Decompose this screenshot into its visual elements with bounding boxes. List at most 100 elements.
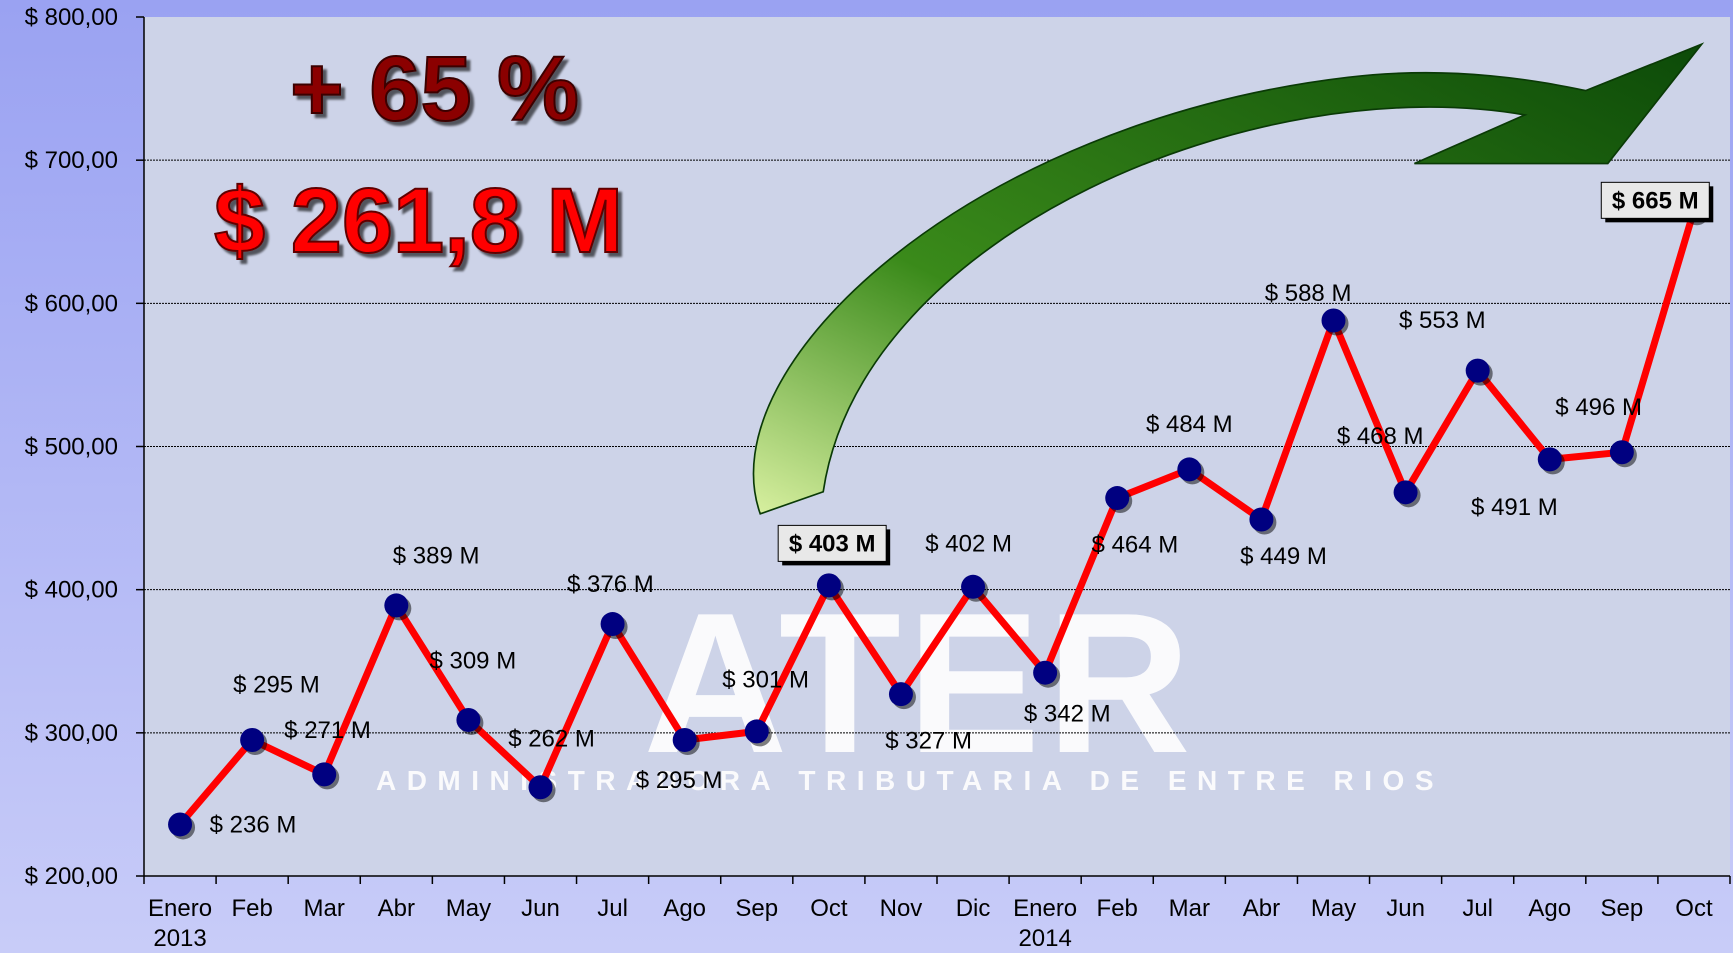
data-label: $ 376 M bbox=[567, 571, 654, 598]
data-label: $ 389 M bbox=[393, 543, 480, 570]
y-tick-label: $ 800,00 bbox=[25, 4, 118, 31]
annotation-percent: + 65 % bbox=[290, 38, 579, 140]
x-tick-label: Ago bbox=[663, 895, 706, 922]
marker bbox=[384, 593, 409, 618]
x-tick-label: May bbox=[446, 895, 491, 922]
y-tick-label: $ 500,00 bbox=[25, 434, 118, 461]
x-tick-label: May bbox=[1311, 895, 1356, 922]
x-tick-label-line: Jun bbox=[521, 895, 560, 922]
x-tick-label: Mar bbox=[1169, 895, 1210, 922]
x-tick-label-line: Enero bbox=[1013, 895, 1077, 922]
x-tick-label-line: Abr bbox=[378, 895, 415, 922]
data-label: $ 342 M bbox=[1024, 701, 1111, 728]
x-tick-label: Jul bbox=[597, 895, 628, 922]
label-box bbox=[777, 524, 887, 562]
data-label: $ 236 M bbox=[210, 811, 297, 838]
marker bbox=[961, 574, 986, 599]
data-label: $ 309 M bbox=[429, 647, 516, 674]
data-label: $ 468 M bbox=[1337, 423, 1424, 450]
x-tick-label-line: Oct bbox=[810, 895, 848, 922]
marker bbox=[312, 762, 337, 787]
watermark-logo: ATER bbox=[643, 572, 1197, 795]
y-tick-label: $ 600,00 bbox=[25, 290, 118, 317]
x-tick-label: Dic bbox=[956, 895, 991, 922]
x-tick-label: Nov bbox=[880, 895, 923, 922]
data-label: $ 295 M bbox=[636, 767, 723, 794]
x-tick-label-line: Jul bbox=[1462, 895, 1493, 922]
marker bbox=[1105, 486, 1130, 511]
marker bbox=[456, 707, 481, 732]
x-tick-label-line: Jun bbox=[1386, 895, 1425, 922]
x-tick-label-line: Mar bbox=[304, 895, 345, 922]
marker bbox=[1537, 447, 1562, 472]
data-label: $ 496 M bbox=[1555, 394, 1642, 421]
x-tick-label: Jun bbox=[521, 895, 560, 922]
data-label: $ 301 M bbox=[722, 666, 809, 693]
x-tick-label: Sep bbox=[735, 895, 778, 922]
data-label: $ 491 M bbox=[1471, 494, 1558, 521]
x-tick-label-line: Sep bbox=[1601, 895, 1644, 922]
data-label: $ 665 M bbox=[1612, 187, 1699, 214]
x-tick-label-line: 2014 bbox=[1018, 925, 1071, 952]
x-tick-label: Jun bbox=[1386, 895, 1425, 922]
marker bbox=[1609, 440, 1634, 465]
arrow-group bbox=[752, 42, 1705, 515]
marker bbox=[528, 775, 553, 800]
x-tick-label-line: Oct bbox=[1675, 895, 1713, 922]
data-label: $ 403 M bbox=[789, 530, 876, 557]
x-tick-label-line: Nov bbox=[880, 895, 923, 922]
x-tick-label: Feb bbox=[231, 895, 272, 922]
data-label: $ 295 M bbox=[233, 672, 320, 699]
marker bbox=[240, 727, 265, 752]
x-tick-label: Oct bbox=[1675, 895, 1713, 922]
x-tick-label-line: Mar bbox=[1169, 895, 1210, 922]
y-tick-label: $ 200,00 bbox=[25, 863, 118, 890]
marker bbox=[1393, 480, 1418, 505]
data-label: $ 402 M bbox=[925, 531, 1012, 558]
x-tick-label-line: Feb bbox=[231, 895, 272, 922]
marker bbox=[1033, 660, 1058, 685]
marker bbox=[1465, 358, 1490, 383]
series-line bbox=[177, 209, 1698, 827]
x-tick-label: Mar bbox=[304, 895, 345, 922]
marker bbox=[1177, 457, 1202, 482]
data-label: $ 449 M bbox=[1240, 543, 1327, 570]
x-tick-label-line: May bbox=[1311, 895, 1356, 922]
x-tick-label-line: Abr bbox=[1243, 895, 1280, 922]
marker bbox=[744, 719, 769, 744]
x-tick-label: Abr bbox=[1243, 895, 1280, 922]
x-tick-label-line: May bbox=[446, 895, 491, 922]
data-label: $ 484 M bbox=[1146, 411, 1233, 438]
marker bbox=[600, 612, 625, 637]
data-label: $ 588 M bbox=[1265, 280, 1352, 307]
x-tick-label: Jul bbox=[1462, 895, 1493, 922]
x-tick-label-line: Ago bbox=[1528, 895, 1571, 922]
data-label: $ 262 M bbox=[508, 726, 595, 753]
y-tick-label: $ 700,00 bbox=[25, 147, 118, 174]
marker bbox=[1321, 308, 1346, 333]
x-tick-label-line: Ago bbox=[663, 895, 706, 922]
x-tick-label-line: 2013 bbox=[153, 925, 206, 952]
x-tick-label-line: Feb bbox=[1097, 895, 1138, 922]
label-box bbox=[1600, 181, 1710, 219]
x-tick-label: Sep bbox=[1601, 895, 1644, 922]
data-label: $ 464 M bbox=[1092, 531, 1179, 558]
annotation-amount: $ 261,8 M bbox=[214, 170, 623, 272]
data-label: $ 271 M bbox=[284, 717, 371, 744]
x-tick-label: Abr bbox=[378, 895, 415, 922]
marker bbox=[888, 682, 913, 707]
x-tick-label: Ago bbox=[1528, 895, 1571, 922]
marker bbox=[816, 573, 841, 598]
x-tick-label: Feb bbox=[1097, 895, 1138, 922]
x-tick-label: Oct bbox=[810, 895, 848, 922]
y-tick-label: $ 400,00 bbox=[25, 577, 118, 604]
marker bbox=[1249, 507, 1274, 532]
arrow bbox=[752, 42, 1705, 515]
marker bbox=[168, 812, 193, 837]
data-label: $ 553 M bbox=[1399, 307, 1486, 334]
x-tick-label-line: Dic bbox=[956, 895, 991, 922]
data-label: $ 327 M bbox=[885, 728, 972, 755]
y-tick-label: $ 300,00 bbox=[25, 720, 118, 747]
marker bbox=[672, 727, 697, 752]
